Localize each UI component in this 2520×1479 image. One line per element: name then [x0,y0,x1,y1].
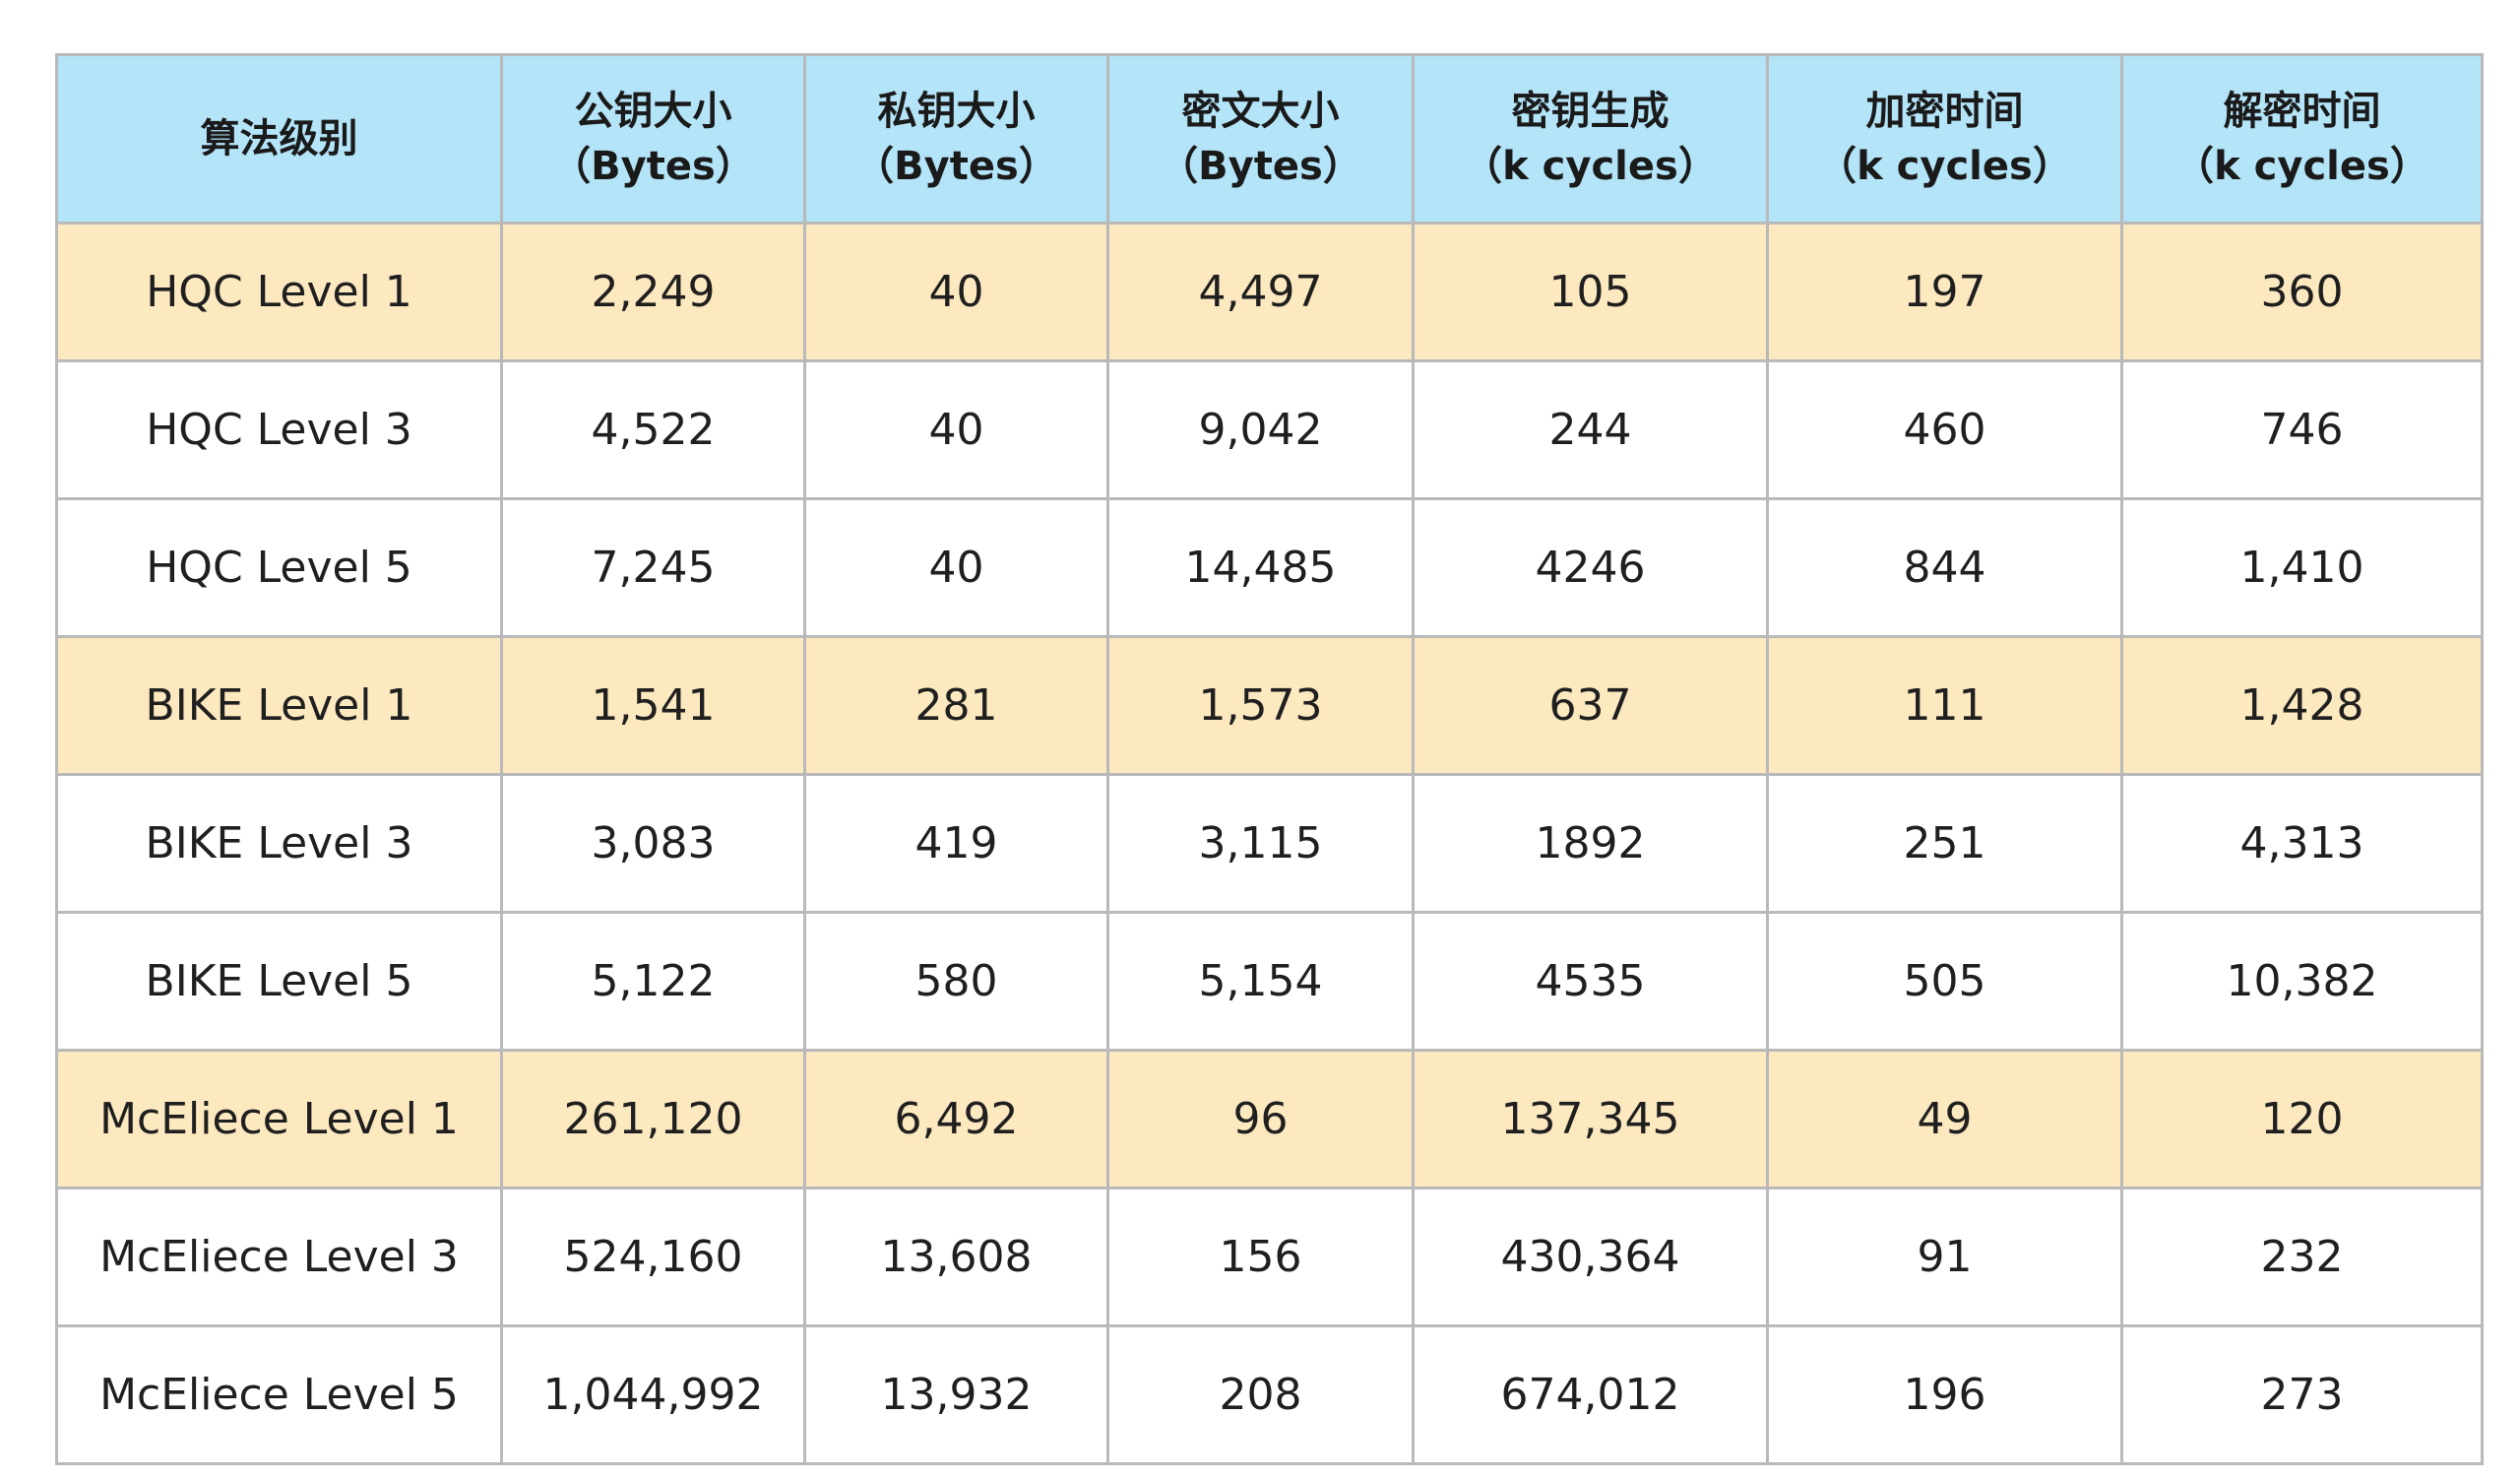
header-ciphertext-size: 密文大小 （Bytes） [1106,53,1415,225]
cell-private-key-size: 6,492 [803,1049,1109,1190]
cell-public-key-size: 4,522 [500,359,806,500]
cell-encrypt-time: 49 [1766,1049,2123,1190]
cell-keygen-time: 137,345 [1412,1049,1769,1190]
cell-public-key-size: 5,122 [500,911,806,1052]
cell-ciphertext-size: 1,573 [1106,635,1415,776]
table-row: BIKE Level 1 1,541 281 1,573 637 111 1,428 [55,635,2484,776]
cell-encrypt-time: 251 [1766,773,2123,914]
cell-algorithm-level: HQC Level 5 [55,497,503,638]
header-private-key-size: 私钥大小 （Bytes） [803,53,1109,225]
cell-ciphertext-size: 96 [1106,1049,1415,1190]
cell-private-key-size: 281 [803,635,1109,776]
cell-private-key-size: 13,932 [803,1324,1109,1465]
cell-public-key-size: 1,541 [500,635,806,776]
cell-ciphertext-size: 5,154 [1106,911,1415,1052]
table-row: McEliece Level 1 261,120 6,492 96 137,345 49 1… [55,1049,2484,1190]
cell-decrypt-time: 360 [2120,222,2484,362]
cell-decrypt-time: 232 [2120,1187,2484,1327]
cell-ciphertext-size: 208 [1106,1324,1415,1465]
cell-algorithm-level: HQC Level 3 [55,359,503,500]
cell-public-key-size: 524,160 [500,1187,806,1327]
cell-public-key-size: 2,249 [500,222,806,362]
cell-algorithm-level: BIKE Level 1 [55,635,503,776]
cell-private-key-size: 13,608 [803,1187,1109,1327]
cell-keygen-time: 244 [1412,359,1769,500]
table-row: HQC Level 3 4,522 40 9,042 244 460 746 [55,359,2484,500]
cell-private-key-size: 40 [803,222,1109,362]
cell-algorithm-level: McEliece Level 3 [55,1187,503,1327]
cell-public-key-size: 1,044,992 [500,1324,806,1465]
cell-ciphertext-size: 3,115 [1106,773,1415,914]
cell-encrypt-time: 196 [1766,1324,2123,1465]
cell-keygen-time: 4535 [1412,911,1769,1052]
cell-public-key-size: 7,245 [500,497,806,638]
cell-public-key-size: 3,083 [500,773,806,914]
table-row: BIKE Level 5 5,122 580 5,154 4535 505 10,382 [55,911,2484,1052]
cell-algorithm-level: McEliece Level 5 [55,1324,503,1465]
table-row: BIKE Level 3 3,083 419 3,115 1892 251 4,313 [55,773,2484,914]
cell-ciphertext-size: 14,485 [1106,497,1415,638]
cell-decrypt-time: 10,382 [2120,911,2484,1052]
cell-keygen-time: 637 [1412,635,1769,776]
cell-decrypt-time: 273 [2120,1324,2484,1465]
header-encrypt-time: 加密时间 （k cycles） [1766,53,2123,225]
table-body: HQC Level 1 2,249 40 4,497 105 197 360 HQC Leve… [55,222,2484,1465]
cell-public-key-size: 261,120 [500,1049,806,1190]
header-decrypt-time: 解密时间 （k cycles） [2120,53,2484,225]
cell-encrypt-time: 197 [1766,222,2123,362]
cell-private-key-size: 580 [803,911,1109,1052]
cell-keygen-time: 430,364 [1412,1187,1769,1327]
header-keygen-time: 密钥生成 （k cycles） [1412,53,1769,225]
cell-decrypt-time: 1,428 [2120,635,2484,776]
cell-algorithm-level: BIKE Level 3 [55,773,503,914]
cell-decrypt-time: 120 [2120,1049,2484,1190]
cell-keygen-time: 105 [1412,222,1769,362]
cell-encrypt-time: 505 [1766,911,2123,1052]
cell-decrypt-time: 746 [2120,359,2484,500]
table-row: McEliece Level 3 524,160 13,608 156 430,364 9… [55,1187,2484,1327]
table-row: HQC Level 5 7,245 40 14,485 4246 844 1,410 [55,497,2484,638]
cell-keygen-time: 674,012 [1412,1324,1769,1465]
cell-ciphertext-size: 156 [1106,1187,1415,1327]
table-header-row: 算法级别 公钥大小 （Bytes） 私钥大小 （Bytes） 密文大小 （Byt… [55,53,2484,225]
header-public-key-size: 公钥大小 （Bytes） [500,53,806,225]
cell-private-key-size: 40 [803,359,1109,500]
table-row: HQC Level 1 2,249 40 4,497 105 197 360 [55,222,2484,362]
cell-decrypt-time: 4,313 [2120,773,2484,914]
cell-encrypt-time: 844 [1766,497,2123,638]
cell-encrypt-time: 91 [1766,1187,2123,1327]
cell-encrypt-time: 460 [1766,359,2123,500]
header-algorithm-level: 算法级别 [55,53,503,225]
cell-algorithm-level: BIKE Level 5 [55,911,503,1052]
cell-decrypt-time: 1,410 [2120,497,2484,638]
cell-keygen-time: 4246 [1412,497,1769,638]
algorithm-comparison-table: 算法级别 公钥大小 （Bytes） 私钥大小 （Bytes） 密文大小 （Byt… [55,53,2484,1465]
cell-private-key-size: 419 [803,773,1109,914]
cell-encrypt-time: 111 [1766,635,2123,776]
cell-algorithm-level: HQC Level 1 [55,222,503,362]
cell-ciphertext-size: 9,042 [1106,359,1415,500]
table-row: McEliece Level 5 1,044,992 13,932 208 674,01… [55,1324,2484,1465]
cell-keygen-time: 1892 [1412,773,1769,914]
cell-ciphertext-size: 4,497 [1106,222,1415,362]
comparison-table-container: 算法级别 公钥大小 （Bytes） 私钥大小 （Bytes） 密文大小 （Byt… [55,53,2484,1465]
cell-private-key-size: 40 [803,497,1109,638]
cell-algorithm-level: McEliece Level 1 [55,1049,503,1190]
